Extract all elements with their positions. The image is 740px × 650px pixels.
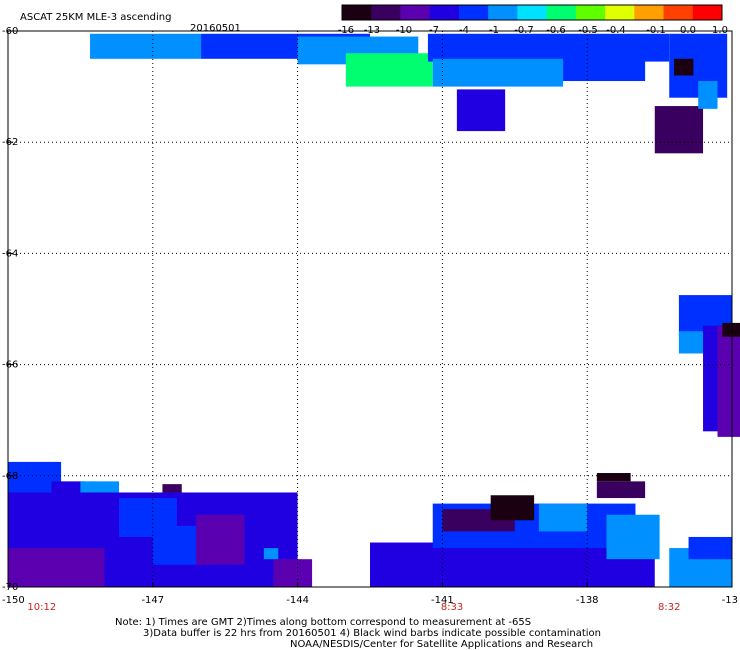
colorbar-swatch: [663, 5, 694, 20]
data-region: [717, 325, 740, 437]
data-region: [688, 536, 732, 560]
data-region: [674, 58, 694, 76]
colorbar-swatch: [517, 5, 548, 20]
colorbar-label: -0.5: [578, 25, 598, 36]
colorbar-swatch: [605, 5, 635, 20]
x-tick-label: -144: [286, 595, 309, 606]
x-tick-label: -150: [2, 595, 25, 606]
y-tick-label: -68: [2, 471, 18, 482]
colorbar-label: -7: [429, 25, 439, 36]
colorbar-swatch: [429, 5, 460, 20]
data-region: [698, 81, 718, 109]
time-label: 8:33: [441, 602, 463, 613]
y-tick-label: -62: [2, 137, 18, 148]
colorbar-label: 0.0: [680, 25, 696, 36]
colorbar-swatch: [692, 5, 723, 20]
data-region: [596, 473, 631, 482]
colorbar-swatch: [488, 5, 518, 20]
data-region: [196, 514, 245, 565]
y-tick-label: -66: [2, 360, 18, 371]
colorbar-label: 1.0: [712, 25, 728, 36]
gridlines: [8, 31, 732, 587]
data-region: [90, 33, 202, 59]
data-region: [427, 33, 670, 62]
data-region: [273, 559, 313, 587]
data-region: [490, 495, 535, 521]
colorbar-swatch: [400, 5, 431, 20]
colorbar-label: -0.1: [646, 25, 666, 36]
colorbar-swatch: [546, 5, 577, 20]
data-region: [345, 53, 433, 87]
colorbar-label: -0.6: [546, 25, 566, 36]
data-region: [538, 503, 588, 532]
colorbar-label: -13: [364, 25, 380, 36]
colorbar-frame: [341, 4, 723, 21]
x-tick-label: -147: [141, 595, 164, 606]
data-region: [563, 58, 646, 82]
colorbar: -16 -13 -10 -7 -4 -1 -0.7 -0.6 -0.5 -0.4 -0.1 0.0 1.…: [338, 4, 728, 36]
chart-date: 20160501: [190, 23, 241, 34]
y-axis: -60 -62 -64 -66 -68 -70: [2, 26, 18, 593]
y-tick-label: -60: [2, 26, 18, 37]
colorbar-swatch: [634, 5, 665, 20]
data-region: [456, 89, 506, 132]
colorbar-label: -10: [396, 25, 412, 36]
data-region: [8, 548, 105, 587]
colorbar-swatch: [458, 5, 489, 20]
colorbar-label: -1: [489, 25, 499, 36]
colorbar-label: -0.4: [606, 25, 626, 36]
x-tick-label: -13: [722, 595, 738, 606]
data-field: [8, 33, 740, 587]
colorbar-swatch: [575, 5, 606, 20]
colorbar-label: -16: [338, 25, 354, 36]
colorbar-swatch: [342, 5, 372, 20]
time-label: 8:32: [658, 602, 680, 613]
data-region: [263, 548, 279, 560]
data-region: [80, 481, 95, 493]
note-line-2: 3)Data buffer is 22 hrs from 20160501 4)…: [143, 628, 601, 639]
colorbar-label: -0.7: [514, 25, 534, 36]
y-tick-label: -70: [2, 582, 18, 593]
data-region: [606, 514, 660, 560]
colorbar-swatch: [371, 5, 401, 20]
time-labels: 10:12 8:33 8:32: [27, 602, 680, 613]
time-label: 10:12: [27, 602, 56, 613]
colorbar-label: -4: [459, 25, 469, 36]
x-tick-label: -141: [431, 595, 454, 606]
data-region: [678, 331, 704, 354]
plot-frame: [7, 30, 733, 588]
chart-title: ASCAT 25KM MLE-3 ascending: [20, 12, 171, 23]
x-axis: -150 -147 -144 -141 -138 -13: [2, 582, 738, 606]
x-tick-label: -138: [576, 595, 599, 606]
note-line-1: Note: 1) Times are GMT 2)Times along bot…: [115, 617, 531, 628]
data-region: [596, 481, 646, 499]
data-region: [654, 106, 704, 154]
data-region: [703, 325, 723, 432]
data-region: [432, 58, 564, 87]
y-tick-label: -64: [2, 248, 18, 259]
data-region: [722, 322, 740, 337]
note-line-3: NOAA/NESDIS/Center for Satellite Applica…: [290, 639, 593, 650]
data-region: [162, 484, 182, 493]
